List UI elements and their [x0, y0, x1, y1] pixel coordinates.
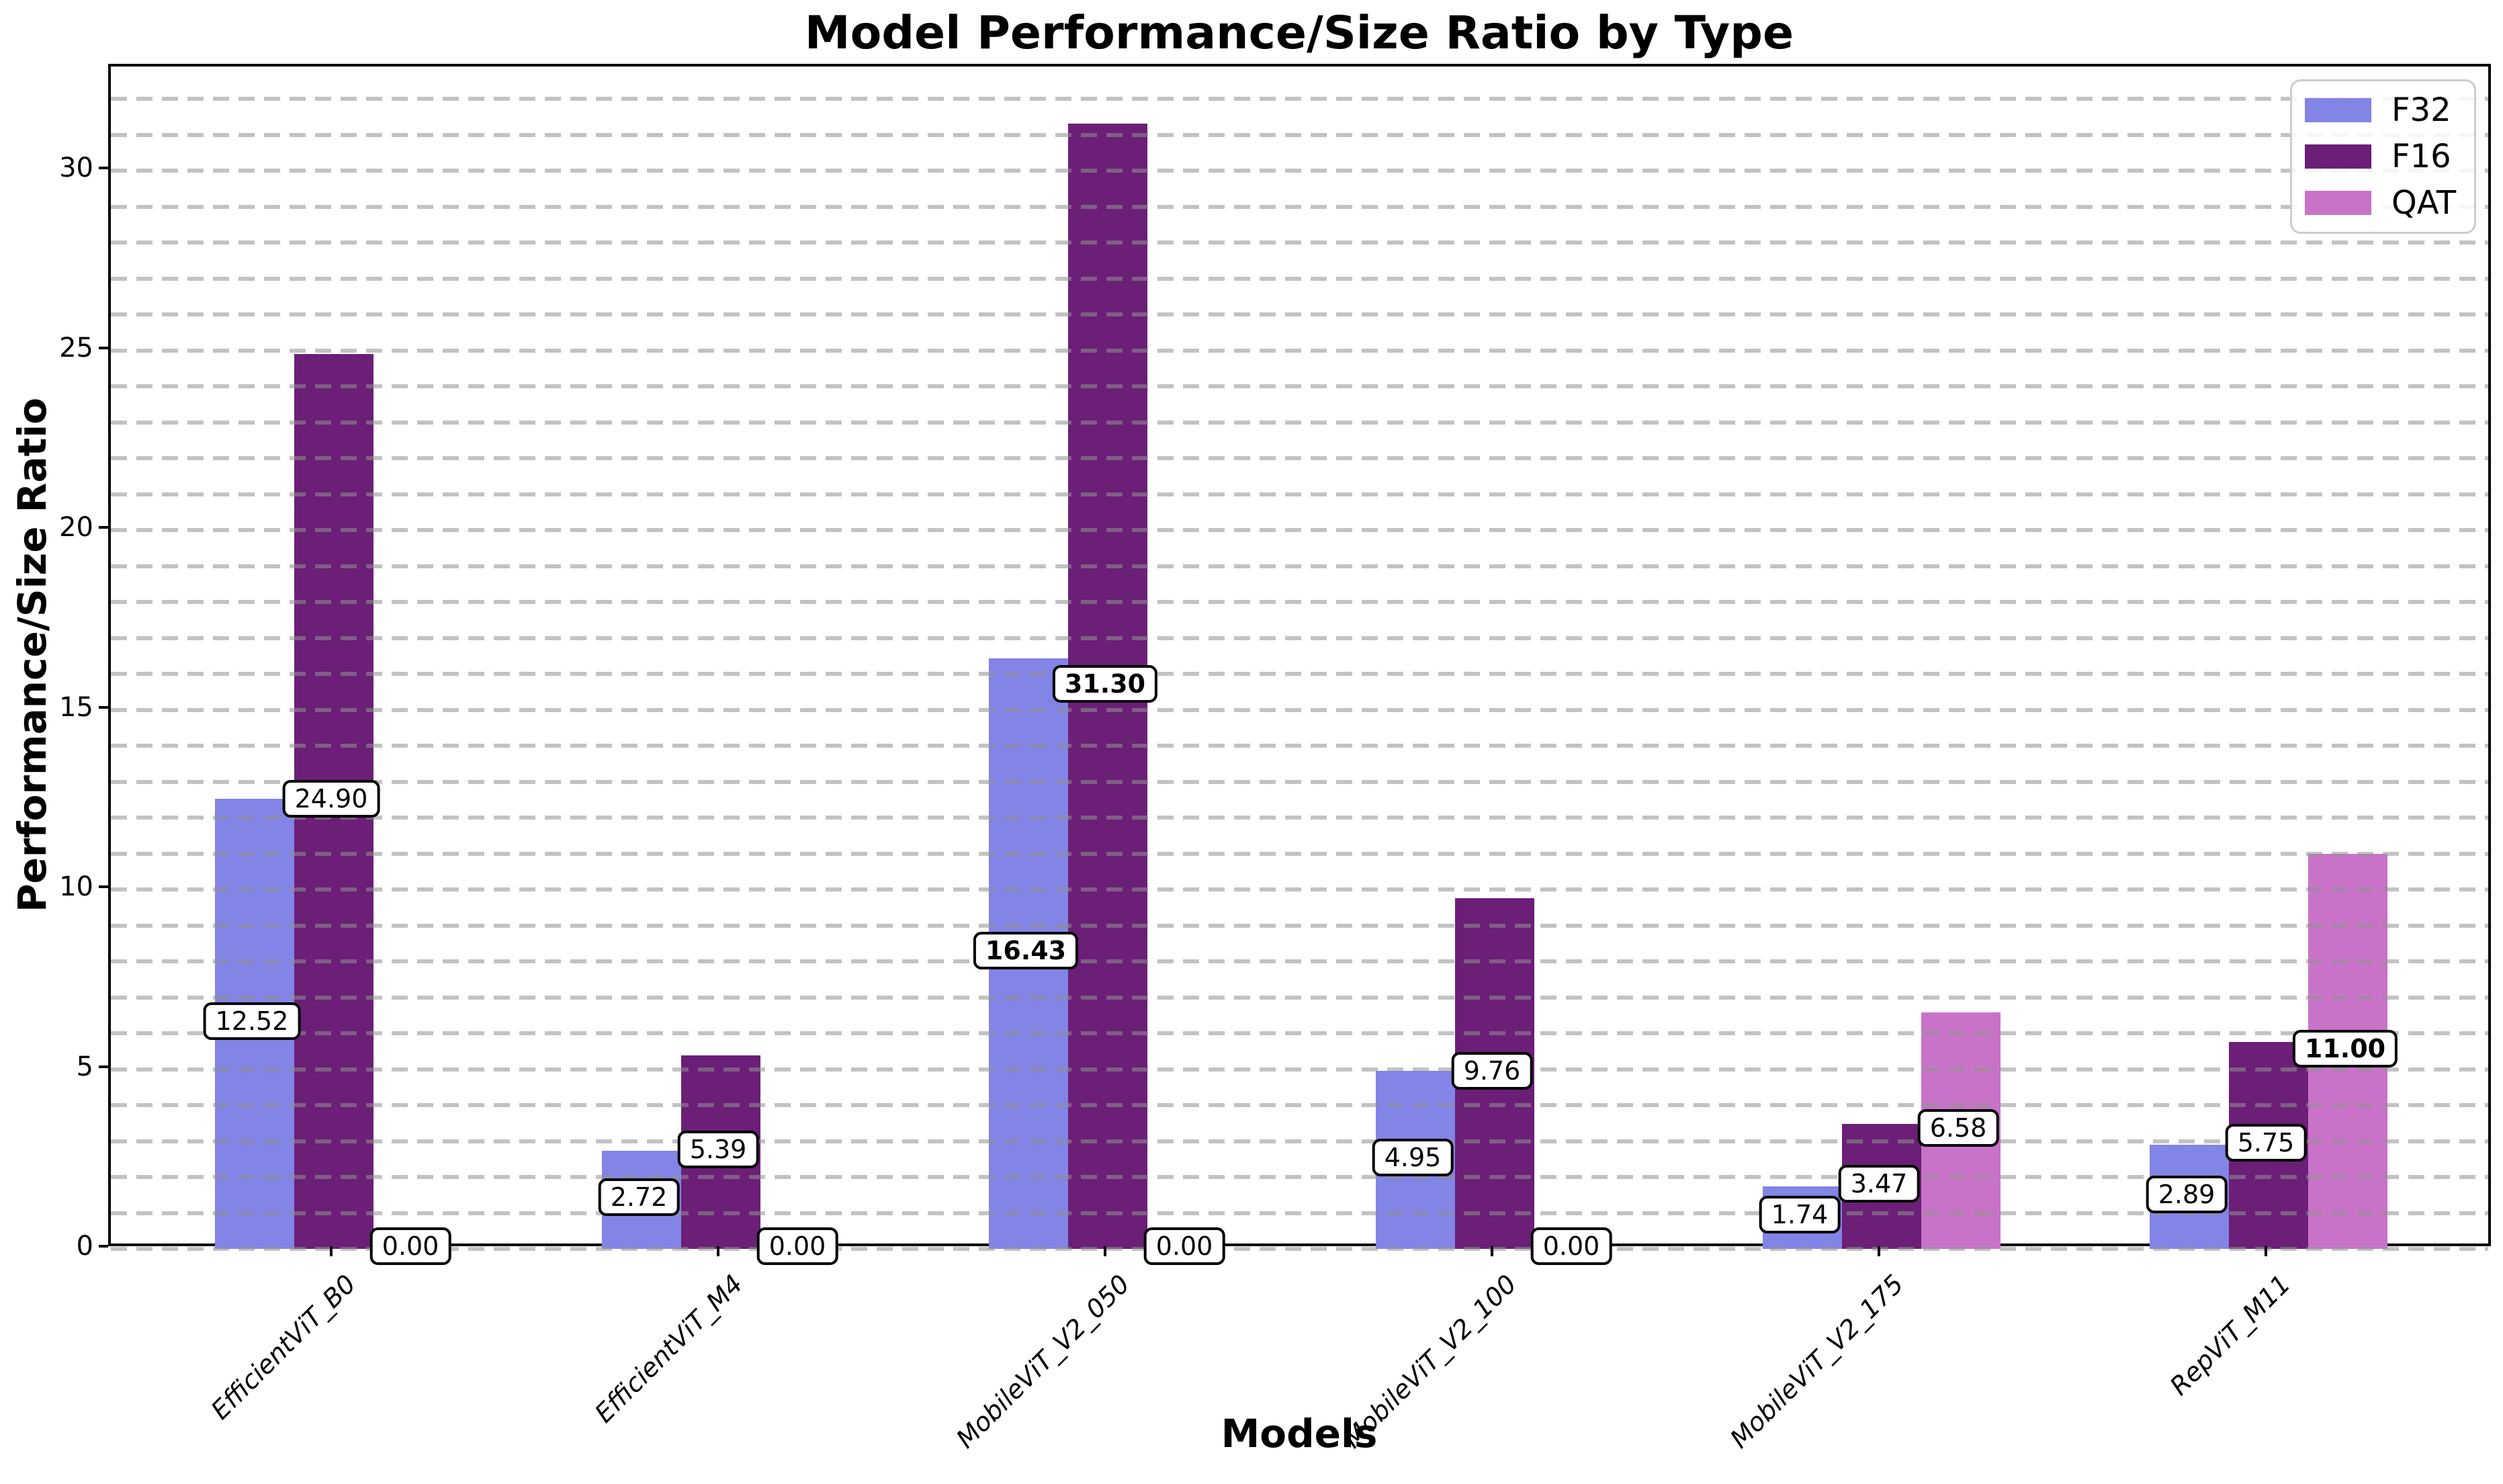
y-tick-label-25: 25 — [59, 332, 93, 363]
gridline-y-24 — [111, 384, 2488, 388]
gridline-y-8 — [111, 959, 2488, 963]
plot-area — [108, 64, 2491, 1251]
legend-item-F32: F32 — [2292, 87, 2474, 133]
x-tick-EfficientViT_B0 — [330, 1246, 333, 1256]
x-tick-MobileViT_V2_050 — [1104, 1246, 1106, 1256]
legend-swatch-F32 — [2305, 97, 2371, 122]
x-tick-label-EfficientViT_M4: EfficientViT_M4 — [588, 1269, 749, 1429]
y-tick-label-30: 30 — [59, 152, 93, 183]
legend: F32 F16 QAT — [2290, 79, 2476, 234]
value-label-F16-MobileViT_V2_100: 9.76 — [1451, 1051, 1533, 1090]
gridline-y-12 — [111, 816, 2488, 820]
x-tick-label-MobileViT_V2_175: MobileViT_V2_175 — [1724, 1269, 1910, 1454]
x-tick-EfficientViT_M4 — [717, 1246, 719, 1256]
gridline-y-29 — [111, 204, 2488, 209]
x-tick-label-RepViT_M11: RepViT_M11 — [2164, 1269, 2297, 1401]
gridline-y-20 — [111, 528, 2488, 532]
gridline-y-3 — [111, 1139, 2488, 1143]
gridline-y-10 — [111, 887, 2488, 891]
value-label-F16-EfficientViT_B0: 24.90 — [282, 779, 380, 818]
value-label-F32-MobileViT_V2_100: 4.95 — [1372, 1138, 1454, 1176]
value-label-QAT-MobileViT_V2_175: 6.58 — [1917, 1108, 1999, 1147]
value-label-F16-RepViT_M11: 5.75 — [2225, 1124, 2307, 1162]
value-label-F32-EfficientViT_B0: 12.52 — [203, 1002, 301, 1041]
gridline-y-2 — [111, 1175, 2488, 1179]
gridline-y-21 — [111, 492, 2488, 496]
y-tick-25 — [99, 346, 108, 349]
gridline-y-25 — [111, 348, 2488, 353]
gridline-y-0 — [111, 1247, 2488, 1251]
legend-item-QAT: QAT — [2292, 180, 2474, 226]
y-tick-label-5: 5 — [76, 1051, 93, 1082]
gridline-y-9 — [111, 923, 2488, 928]
gridline-y-32 — [111, 97, 2488, 101]
value-label-F16-MobileViT_V2_050: 31.30 — [1052, 664, 1158, 703]
value-label-F16-MobileViT_V2_175: 3.47 — [1838, 1165, 1920, 1203]
y-tick-label-10: 10 — [59, 871, 93, 902]
legend-swatch-F16 — [2305, 144, 2371, 169]
gridline-y-28 — [111, 241, 2488, 245]
x-tick-RepViT_M11 — [2265, 1246, 2267, 1256]
value-label-F32-MobileViT_V2_175: 1.74 — [1759, 1196, 1841, 1234]
gridline-y-1 — [111, 1211, 2488, 1215]
value-label-QAT-EfficientViT_M4: 0.00 — [756, 1227, 838, 1265]
gridline-y-22 — [111, 456, 2488, 460]
gridline-y-5 — [111, 1067, 2488, 1072]
y-axis-label: Performance/Size Ratio — [9, 397, 55, 913]
gridline-y-31 — [111, 132, 2488, 137]
x-tick-label-MobileViT_V2_050: MobileViT_V2_050 — [950, 1269, 1136, 1454]
y-tick-label-20: 20 — [59, 512, 93, 543]
y-tick-20 — [99, 526, 108, 529]
value-label-QAT-MobileViT_V2_100: 0.00 — [1530, 1227, 1612, 1265]
x-tick-label-MobileViT_V2_100: MobileViT_V2_100 — [1337, 1269, 1523, 1454]
value-label-F32-RepViT_M11: 2.89 — [2146, 1175, 2228, 1213]
value-label-QAT-EfficientViT_B0: 0.00 — [369, 1227, 451, 1265]
y-tick-label-0: 0 — [76, 1231, 93, 1262]
gridline-y-14 — [111, 744, 2488, 748]
y-tick-0 — [99, 1245, 108, 1248]
legend-label-F32: F32 — [2391, 91, 2451, 129]
gridline-y-17 — [111, 636, 2488, 640]
value-label-F32-MobileViT_V2_050: 16.43 — [973, 932, 1079, 970]
y-tick-10 — [99, 885, 108, 888]
x-axis-label: Models — [1221, 1411, 1378, 1456]
gridline-y-13 — [111, 779, 2488, 784]
y-tick-5 — [99, 1065, 108, 1068]
y-tick-label-15: 15 — [59, 691, 93, 723]
gridline-y-27 — [111, 276, 2488, 281]
y-tick-30 — [99, 167, 108, 169]
gridline-y-6 — [111, 1031, 2488, 1035]
legend-label-F16: F16 — [2391, 137, 2451, 175]
gridline-y-18 — [111, 600, 2488, 604]
chart-title: Model Performance/Size Ratio by Type — [804, 7, 1794, 60]
value-label-F32-EfficientViT_M4: 2.72 — [598, 1178, 680, 1217]
gridline-y-23 — [111, 420, 2488, 425]
gridline-y-16 — [111, 672, 2488, 676]
legend-item-F16: F16 — [2292, 133, 2474, 179]
x-tick-MobileViT_V2_100 — [1491, 1246, 1493, 1256]
gridline-y-30 — [111, 169, 2488, 173]
gridline-y-11 — [111, 851, 2488, 856]
x-tick-MobileViT_V2_175 — [1878, 1246, 1880, 1256]
value-label-QAT-MobileViT_V2_050: 0.00 — [1143, 1227, 1225, 1265]
legend-label-QAT: QAT — [2391, 184, 2457, 222]
x-tick-label-EfficientViT_B0: EfficientViT_B0 — [205, 1269, 362, 1426]
legend-swatch-QAT — [2305, 191, 2371, 216]
gridline-y-26 — [111, 312, 2488, 316]
value-label-QAT-RepViT_M11: 11.00 — [2292, 1029, 2398, 1067]
gridline-y-7 — [111, 995, 2488, 1000]
gridline-y-4 — [111, 1103, 2488, 1107]
y-tick-15 — [99, 705, 108, 709]
gridline-y-15 — [111, 707, 2488, 712]
gridline-y-19 — [111, 564, 2488, 568]
value-label-F16-EfficientViT_M4: 5.39 — [677, 1130, 759, 1168]
